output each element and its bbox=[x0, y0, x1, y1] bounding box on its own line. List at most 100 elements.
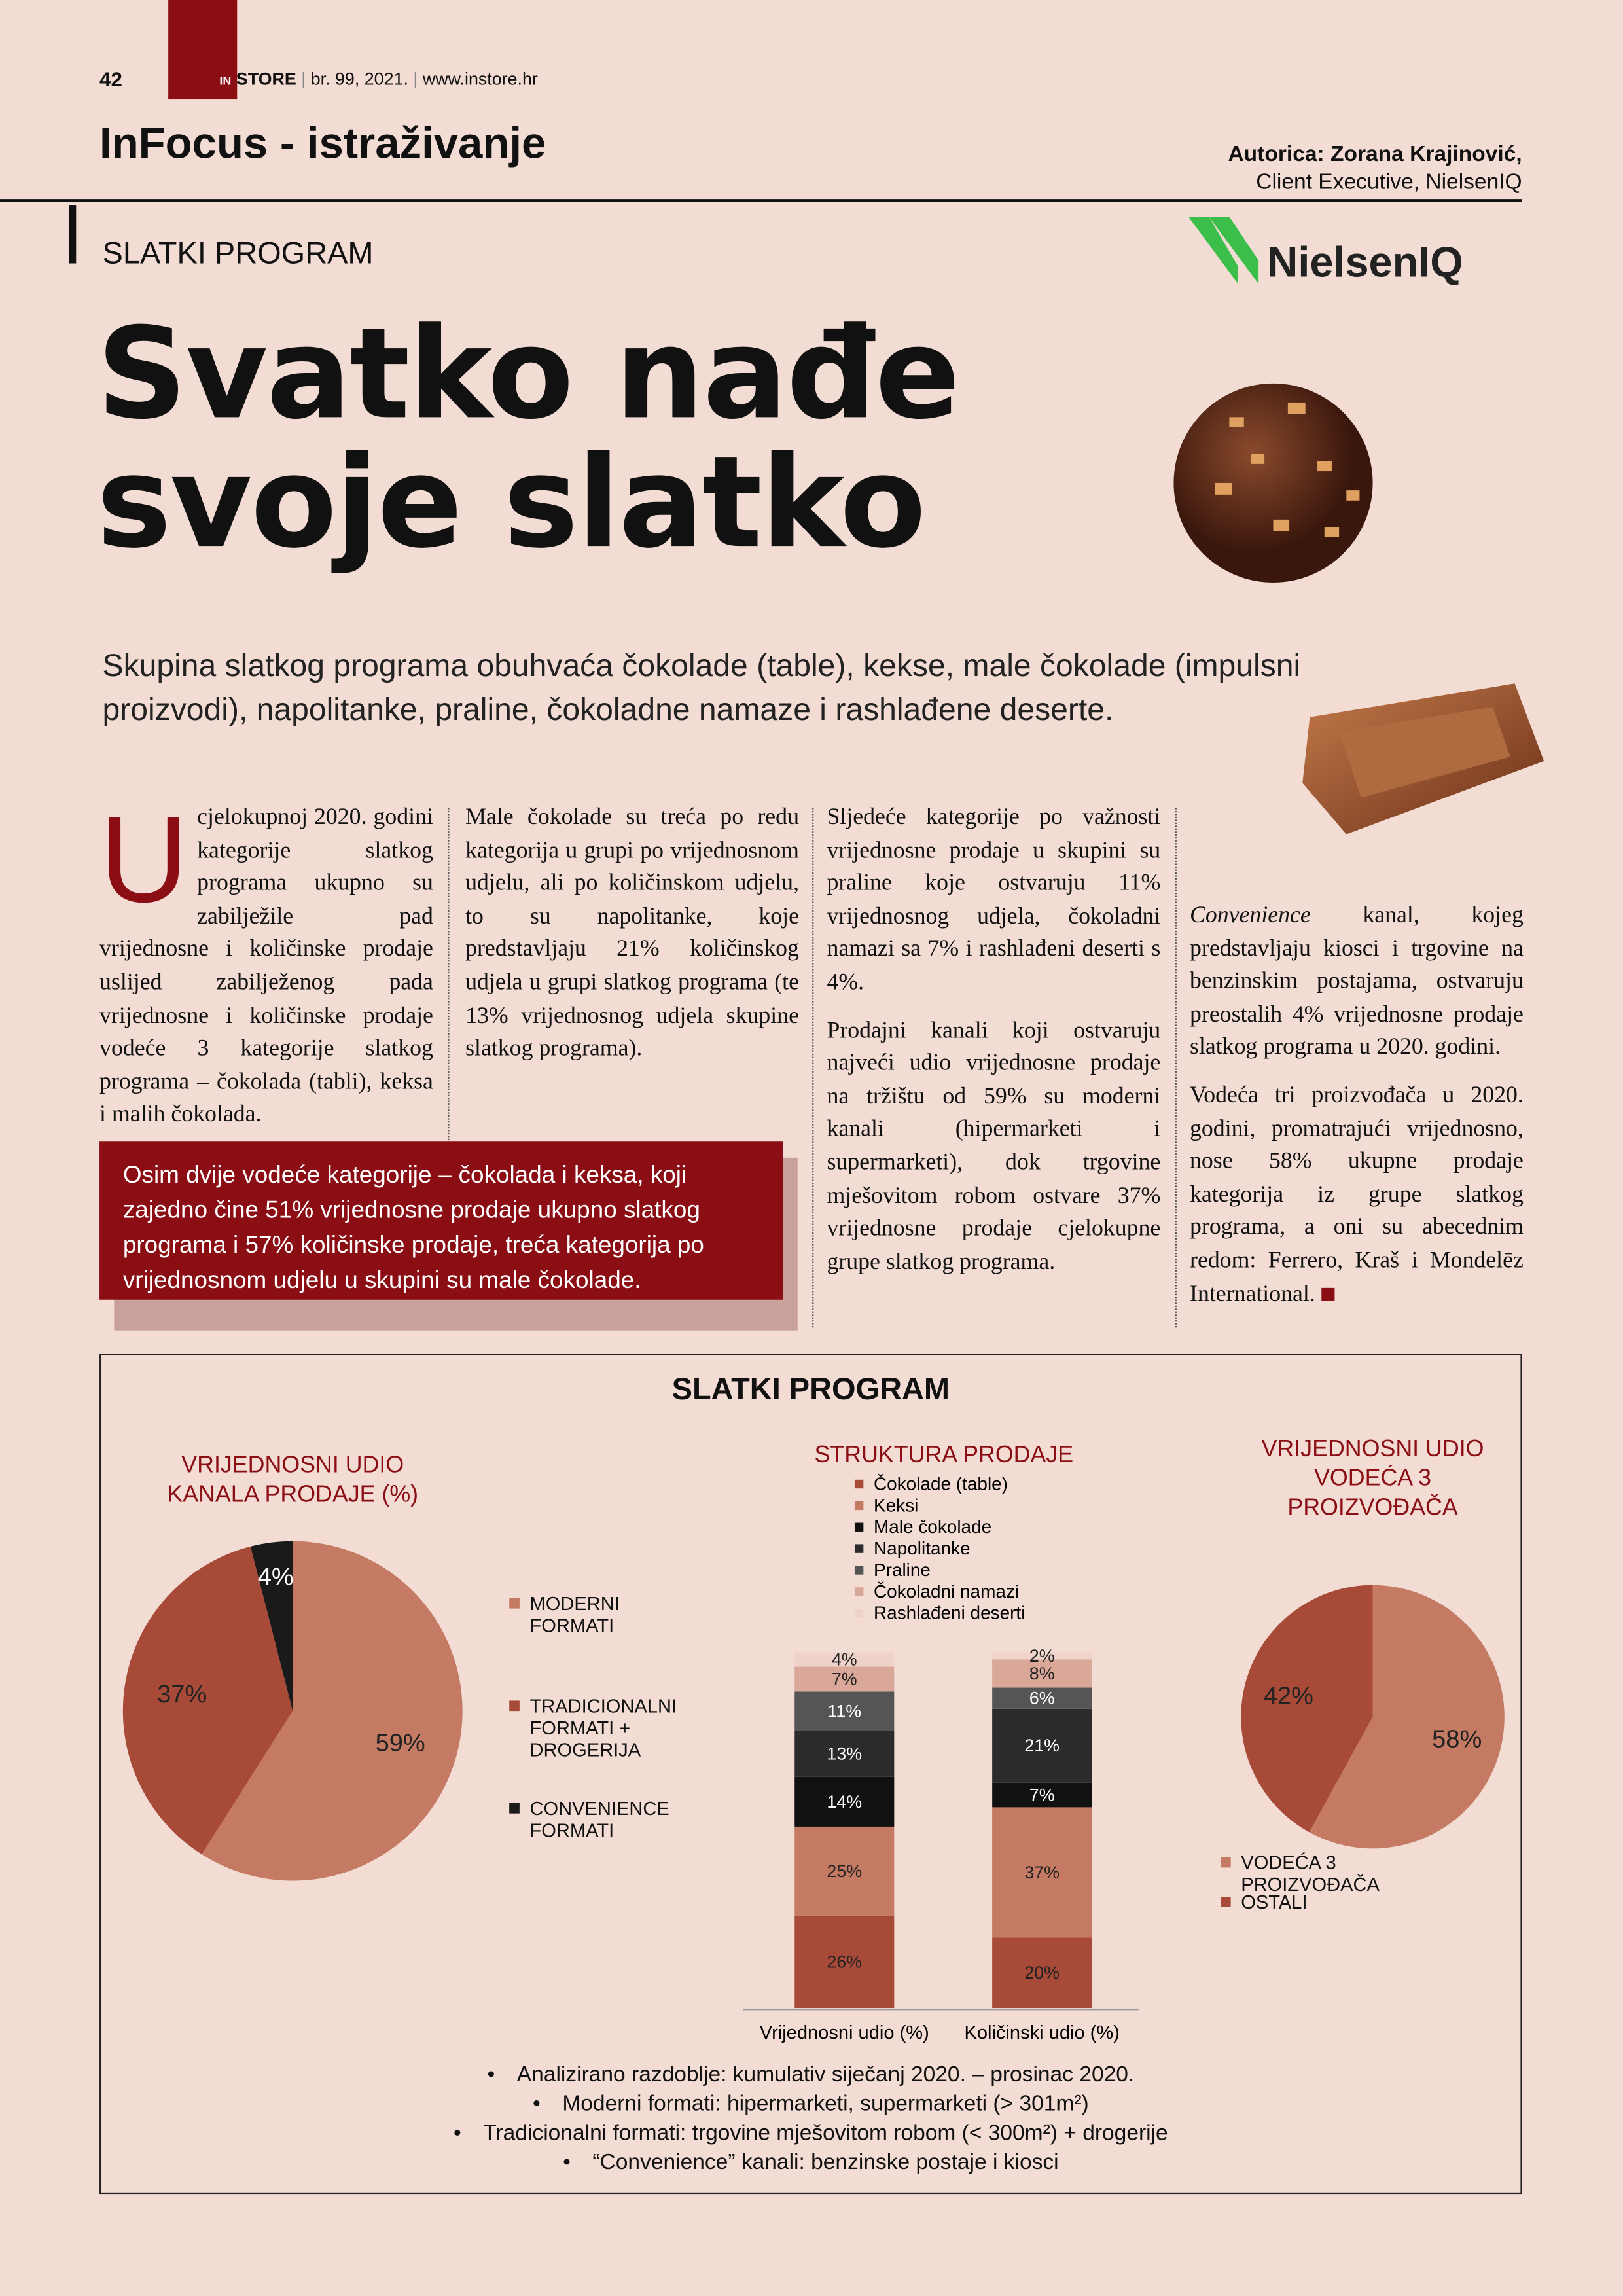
pie-slice bbox=[122, 1546, 293, 1855]
bullet: • bbox=[487, 2062, 517, 2087]
legend-label: MODERNI FORMATI bbox=[529, 1592, 620, 1637]
bullet: • bbox=[453, 2121, 484, 2146]
legend-item: VODEĆA 3 PROIZVOĐAČA bbox=[1220, 1851, 1417, 1895]
bullet: • bbox=[533, 2091, 563, 2117]
legend-swatch bbox=[854, 1479, 864, 1489]
legend-swatch bbox=[854, 1544, 864, 1553]
header-rule bbox=[0, 199, 1522, 202]
column-rule bbox=[1175, 808, 1177, 1328]
note: • Moderni formati: hipermarketi, superma… bbox=[99, 2090, 1522, 2119]
slice-label: 59% bbox=[376, 1729, 425, 1757]
kicker: SLATKI PROGRAM bbox=[102, 237, 374, 271]
x-label: Količinski udio (%) bbox=[964, 2022, 1119, 2043]
legend-swatch bbox=[854, 1501, 864, 1511]
legend-swatch bbox=[509, 1803, 520, 1814]
note-text: “Convenience” kanali: benzinske postaje … bbox=[592, 2149, 1059, 2175]
slice-label: 42% bbox=[1264, 1682, 1313, 1710]
column-rule bbox=[448, 808, 450, 1328]
logo-mark bbox=[1188, 216, 1259, 284]
bar-segment bbox=[992, 1782, 1092, 1808]
legend-swatch bbox=[1220, 1897, 1231, 1907]
legend-swatch bbox=[854, 1522, 864, 1532]
slice-label: 37% bbox=[157, 1681, 207, 1708]
chart-title: VRIJEDNOSNI UDIO VODEĆA 3 PROIZVOĐAČA bbox=[1261, 1437, 1484, 1521]
bar-label: 7% bbox=[1029, 1785, 1055, 1805]
paragraph: Male čokolade su treća po redu kategorij… bbox=[465, 804, 799, 1062]
column-rule bbox=[812, 808, 814, 1328]
paragraph: Convenience kanal, kojeg predstavljaju k… bbox=[1190, 900, 1524, 1066]
bar-label: 20% bbox=[1024, 1963, 1060, 1982]
kicker-bar bbox=[69, 205, 77, 264]
masthead-in: IN bbox=[219, 75, 232, 88]
section-title: InFocus - istraživanje bbox=[99, 120, 546, 169]
pie-slice bbox=[250, 1541, 293, 1712]
bar-label: 13% bbox=[827, 1744, 862, 1763]
legend-label: TRADICIONALNI FORMATI + DROGERIJA bbox=[529, 1695, 677, 1761]
bar-label: 2% bbox=[1029, 1646, 1055, 1666]
pie-slice bbox=[1309, 1585, 1505, 1849]
masthead-store: STORE bbox=[236, 69, 296, 90]
chart-title: VRIJEDNOSNI UDIO KANALA PRODAJE (%) bbox=[167, 1453, 419, 1508]
legend-label: Keksi bbox=[874, 1495, 918, 1515]
note: • Analizirano razdoblje: kumulativ siječ… bbox=[99, 2061, 1522, 2090]
bar-label: 8% bbox=[1029, 1664, 1055, 1683]
bar-label: 14% bbox=[827, 1792, 862, 1812]
legend-swatch bbox=[854, 1587, 864, 1596]
legend-label: Napolitanke bbox=[874, 1538, 971, 1558]
headline: Svatko nađe svoje slatko bbox=[97, 310, 961, 568]
bar-label: 6% bbox=[1029, 1689, 1055, 1708]
bar-label: 26% bbox=[827, 1952, 862, 1971]
legend-swatch bbox=[509, 1598, 520, 1609]
bar-segment bbox=[794, 1915, 895, 2009]
note-text: Moderni formati: hipermarketi, supermark… bbox=[562, 2091, 1089, 2117]
slice-label: 4% bbox=[258, 1564, 294, 1591]
infographic-frame bbox=[99, 1354, 1522, 2195]
column: Sljedeće kategorije po važnosti vrijedno… bbox=[827, 802, 1160, 1294]
paragraph: U cjelokupnoj 2020. godini kategorije sl… bbox=[99, 790, 433, 1128]
bar-segment bbox=[992, 1687, 1092, 1709]
bar-segment bbox=[794, 1666, 895, 1692]
bar-label: 7% bbox=[832, 1669, 857, 1689]
bar-label: 25% bbox=[827, 1861, 862, 1881]
note: • Tradicionalni formati: trgovine mješov… bbox=[99, 2119, 1522, 2149]
notes: • Analizirano razdoblje: kumulativ siječ… bbox=[99, 2061, 1522, 2178]
note-text: Analizirano razdoblje: kumulativ siječan… bbox=[516, 2062, 1135, 2087]
bar-segment bbox=[794, 1776, 895, 1827]
bar-label: 21% bbox=[1024, 1736, 1060, 1755]
paragraph: Vodeća tri proizvođača u 2020. godini, p… bbox=[1190, 1080, 1524, 1312]
bar-segment bbox=[794, 1652, 895, 1667]
legend-item: MODERNI FORMATI bbox=[509, 1592, 705, 1636]
legend-item: OSTALI bbox=[1220, 1891, 1417, 1913]
bar-segment bbox=[992, 1659, 1092, 1688]
x-label: Vrijednosni udio (%) bbox=[760, 2022, 929, 2043]
bar-label: 4% bbox=[832, 1649, 857, 1669]
legend-label: Čokoladni namazi bbox=[874, 1581, 1019, 1602]
pie-slice bbox=[202, 1541, 463, 1881]
column: U cjelokupnoj 2020. godini kategorije sl… bbox=[99, 790, 433, 1147]
legend-label: OSTALI bbox=[1241, 1891, 1308, 1913]
paragraph: Prodajni kanali koji ostvaruju najveći u… bbox=[827, 1018, 1161, 1275]
issue: br. 99, 2021. bbox=[310, 69, 408, 90]
bullet: • bbox=[563, 2149, 593, 2175]
paragraph: Sljedeće kategorije po važnosti vrijedno… bbox=[827, 804, 1161, 996]
legend-label: Male čokolade bbox=[874, 1516, 991, 1537]
logo-text: NielsenIQ bbox=[1267, 240, 1463, 287]
emphasis: Convenience bbox=[1190, 903, 1311, 928]
note-text: Tradicionalni formati: trgovine mješovit… bbox=[483, 2121, 1168, 2146]
slice-label: 58% bbox=[1432, 1726, 1482, 1753]
bar-segment bbox=[992, 1708, 1092, 1783]
legend-label: CONVENIENCE FORMATI bbox=[529, 1797, 669, 1842]
pie-slice bbox=[1241, 1585, 1373, 1833]
legend-label: VODEĆA 3 PROIZVOĐAČA bbox=[1241, 1851, 1380, 1895]
page-number: 42 bbox=[99, 67, 122, 91]
bar-label: 37% bbox=[1024, 1863, 1060, 1882]
header-tab bbox=[168, 0, 238, 100]
bar-segment bbox=[992, 1652, 1092, 1660]
column: Convenience kanal, kojeg predstavljaju k… bbox=[1190, 900, 1524, 1326]
text: Vodeća tri proizvođača u 2020. godini, p… bbox=[1190, 1083, 1524, 1306]
bar-segment bbox=[794, 1691, 895, 1731]
callout: Osim dvije vodeće kategorije – čokolada … bbox=[99, 1141, 783, 1300]
bar-segment bbox=[992, 1807, 1092, 1938]
